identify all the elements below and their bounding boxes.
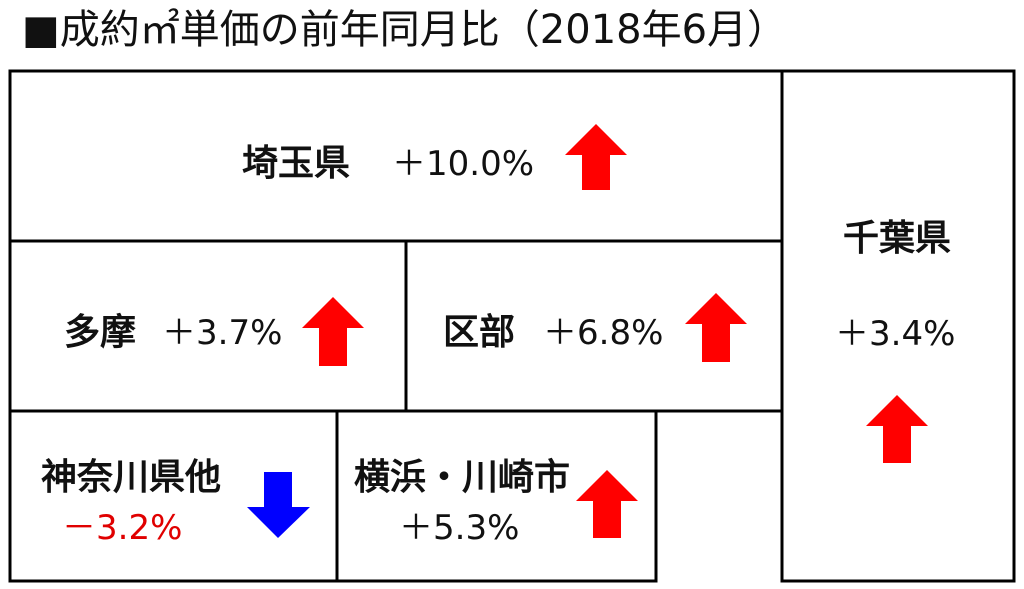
region-name-kanagawa: 神奈川県他 bbox=[41, 457, 222, 498]
region-name-chiba: 千葉県 bbox=[843, 218, 952, 259]
arrow-down-icon bbox=[247, 472, 310, 538]
arrow-up-icon bbox=[302, 297, 364, 366]
region-name-tama: 多摩 bbox=[64, 312, 137, 353]
page-title: ■成約㎡単価の前年同月比（2018年6月） bbox=[22, 7, 788, 53]
region-change-kanagawa: －3.2% bbox=[62, 508, 183, 548]
region-change-saitama: ＋10.0% bbox=[392, 144, 535, 184]
arrow-up-icon bbox=[565, 124, 627, 190]
region-change-yokohama: ＋5.3% bbox=[399, 508, 520, 548]
region-name-yokohama: 横浜・川崎市 bbox=[354, 457, 571, 498]
region-name-saitama: 埼玉県 bbox=[242, 143, 351, 184]
region-change-kubu: ＋6.8% bbox=[543, 313, 664, 353]
arrow-up-icon bbox=[866, 395, 928, 463]
cell-yokohama bbox=[335, 409, 658, 583]
region-name-kubu: 区部 bbox=[443, 312, 516, 353]
arrow-up-icon bbox=[576, 470, 638, 538]
region-change-tama: ＋3.7% bbox=[162, 313, 283, 353]
arrow-up-icon bbox=[685, 293, 747, 362]
region-change-chiba: ＋3.4% bbox=[835, 314, 956, 354]
